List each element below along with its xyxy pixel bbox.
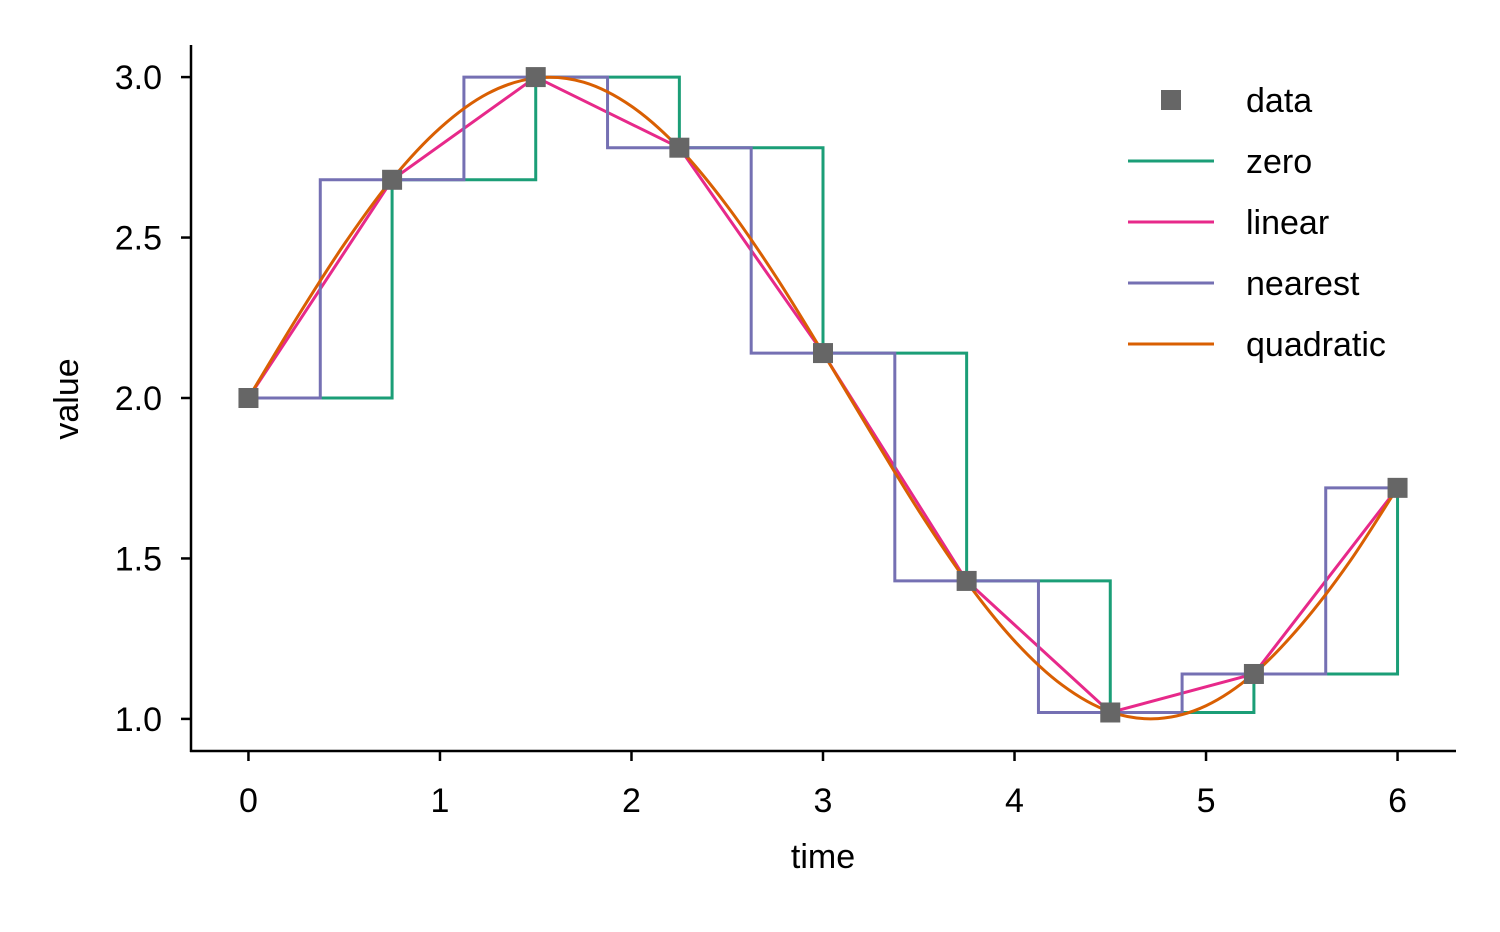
legend-label-quadratic: quadratic [1246, 326, 1386, 364]
series-line-zero [248, 75, 1400, 714]
legend-label-nearest: nearest [1246, 265, 1360, 303]
x-tick-label: 5 [1197, 782, 1216, 820]
data-point [238, 388, 259, 408]
legend: data zero linear nearest quadratic [1128, 82, 1386, 364]
legend-marker-data [1161, 90, 1181, 110]
plot-area [247, 75, 1400, 721]
data-point [956, 570, 977, 591]
x-ticks: 0 1 2 3 4 5 6 [239, 751, 1407, 820]
x-tick-label: 3 [814, 782, 833, 820]
y-tick-label: 2.5 [115, 220, 162, 258]
y-tick-label: 3.0 [115, 59, 162, 97]
legend-label-linear: linear [1246, 204, 1329, 242]
x-axis-label: time [791, 838, 855, 876]
data-point [1387, 477, 1408, 498]
data-point [1100, 702, 1121, 723]
y-tick-label: 2.0 [115, 380, 162, 418]
data-point [525, 67, 546, 88]
x-tick-label: 1 [431, 782, 450, 820]
y-axis-label: value [48, 358, 86, 439]
data-point [382, 169, 403, 190]
data-point [669, 137, 690, 158]
x-tick-label: 6 [1388, 782, 1407, 820]
x-tick-label: 4 [1005, 782, 1024, 820]
data-point [1243, 663, 1264, 684]
x-tick-label: 2 [622, 782, 641, 820]
x-tick-label: 0 [239, 782, 258, 820]
legend-label-data: data [1246, 82, 1312, 120]
y-tick-label: 1.5 [115, 540, 162, 578]
legend-label-zero: zero [1246, 143, 1312, 181]
data-point [813, 343, 833, 364]
y-ticks: 1.0 1.5 2.0 2.5 3.0 [115, 59, 191, 739]
data-markers [238, 67, 1408, 723]
y-tick-label: 1.0 [115, 701, 162, 739]
